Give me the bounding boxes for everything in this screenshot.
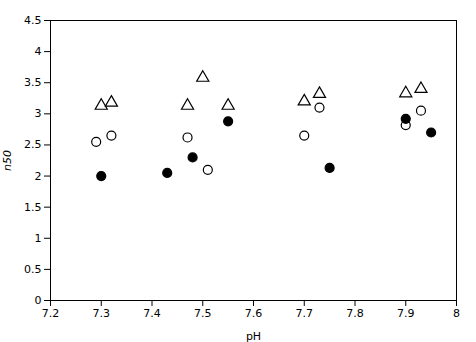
svg-text:7.2: 7.2 xyxy=(42,307,60,320)
svg-text:1: 1 xyxy=(35,232,42,245)
svg-text:1.5: 1.5 xyxy=(24,201,42,214)
svg-text:8: 8 xyxy=(453,307,460,320)
svg-text:0: 0 xyxy=(35,294,42,307)
svg-text:7.5: 7.5 xyxy=(194,307,212,320)
svg-text:4: 4 xyxy=(35,45,42,58)
svg-text:4.5: 4.5 xyxy=(24,14,42,27)
svg-text:3.5: 3.5 xyxy=(24,76,42,89)
svg-text:7.6: 7.6 xyxy=(245,307,263,320)
svg-text:7.9: 7.9 xyxy=(397,307,415,320)
svg-text:3: 3 xyxy=(35,107,42,120)
svg-text:2.5: 2.5 xyxy=(24,138,42,151)
svg-text:7.8: 7.8 xyxy=(346,307,364,320)
svg-text:7.3: 7.3 xyxy=(93,307,111,320)
svg-text:7.4: 7.4 xyxy=(143,307,161,320)
svg-text:pH: pH xyxy=(246,330,261,342)
svg-text:n50: n50 xyxy=(1,150,14,171)
svg-text:2: 2 xyxy=(35,170,42,183)
svg-text:7.7: 7.7 xyxy=(296,307,314,320)
svg-text:0.5: 0.5 xyxy=(24,263,42,276)
